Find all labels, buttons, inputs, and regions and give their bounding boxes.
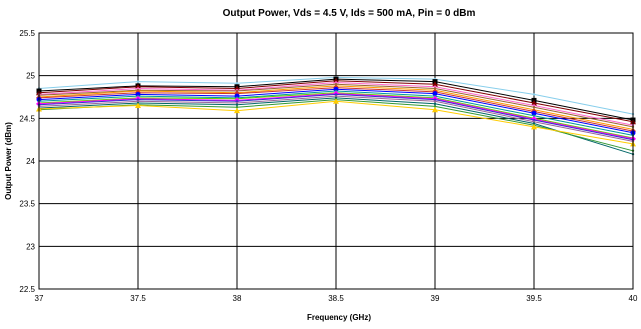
data-point — [433, 105, 437, 108]
data-point — [433, 100, 437, 103]
data-point — [532, 114, 536, 117]
y-tick-label: 23.5 — [19, 200, 35, 209]
data-point — [433, 87, 437, 90]
x-tick-label: 39 — [431, 294, 440, 303]
data-point — [432, 91, 438, 97]
data-point — [532, 104, 536, 107]
x-tick-label: 39.5 — [526, 294, 542, 303]
data-point — [234, 107, 240, 114]
data-point — [432, 81, 438, 87]
series-12 — [37, 93, 635, 141]
y-tick-label: 23 — [26, 242, 35, 251]
plot-area-frame — [38, 32, 634, 290]
data-point — [136, 98, 140, 101]
x-axis-label: Frequency (GHz) — [307, 313, 371, 322]
data-point — [334, 96, 338, 100]
data-point — [136, 100, 140, 103]
data-point — [432, 106, 438, 113]
x-tick-label: 38 — [233, 294, 242, 303]
y-tick-label: 24.5 — [19, 114, 35, 123]
data-point — [333, 77, 339, 84]
y-axis-label: Output Power (dBm) — [4, 122, 13, 200]
data-point — [531, 99, 537, 106]
x-tick-label: 40 — [629, 294, 638, 303]
x-tick-label: 37.5 — [130, 294, 146, 303]
series-3 — [36, 77, 636, 125]
data-point — [334, 93, 338, 96]
x-tick-label: 37 — [35, 294, 44, 303]
data-point — [235, 101, 239, 105]
data-point — [532, 106, 536, 109]
data-point — [135, 102, 141, 109]
data-point — [235, 82, 239, 85]
data-point — [135, 83, 141, 90]
y-tick-label: 25 — [26, 72, 35, 81]
data-point — [334, 83, 338, 86]
data-point — [531, 123, 537, 130]
data-point — [136, 80, 140, 83]
data-point — [235, 103, 239, 106]
x-tick-label: 38.5 — [328, 294, 344, 303]
data-point — [333, 98, 339, 104]
data-point — [532, 122, 536, 125]
data-point — [235, 100, 239, 103]
series-8 — [36, 86, 636, 136]
data-point — [433, 98, 437, 101]
series-4 — [37, 81, 635, 127]
data-point — [532, 120, 536, 123]
data-point — [532, 118, 536, 122]
y-tick-label: 25.5 — [19, 29, 35, 38]
data-point — [235, 106, 239, 109]
y-tick-label: 24 — [26, 157, 35, 166]
data-point — [433, 85, 437, 88]
data-point — [433, 102, 437, 106]
chart-title: Output Power, Vds = 4.5 V, Ids = 500 mA,… — [223, 8, 476, 19]
data-point — [334, 81, 338, 84]
data-point — [136, 87, 140, 90]
data-point — [334, 94, 338, 98]
data-point — [531, 110, 537, 116]
y-tick-label: 22.5 — [19, 285, 35, 294]
data-point — [532, 93, 536, 96]
